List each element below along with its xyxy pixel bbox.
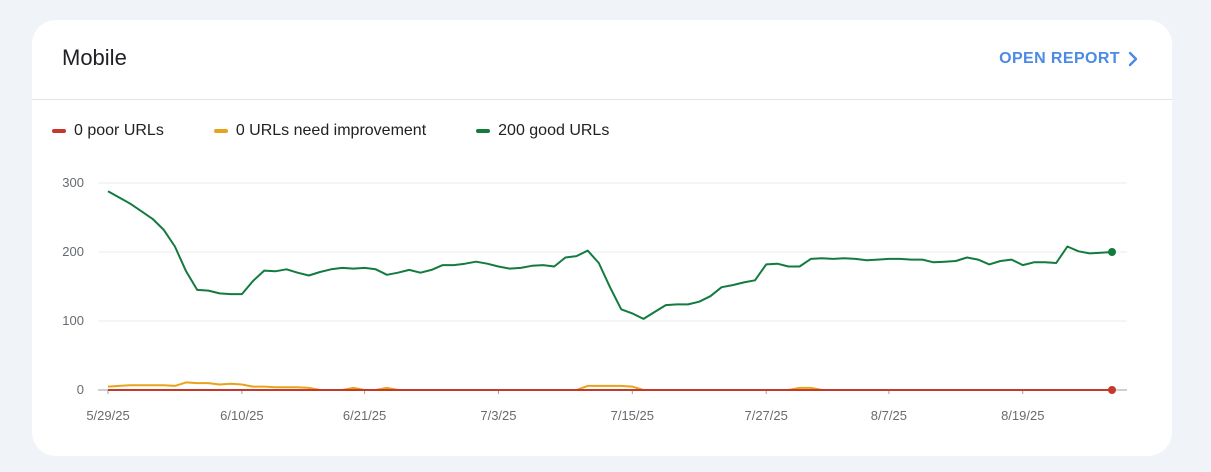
url-trend-chart: 0 100 200 300 5/29/25 6/10/25 6/21/25 7/3/25 7/1… [62, 175, 1127, 423]
legend-item-good[interactable]: 200 good URLs [476, 122, 609, 140]
legend-swatch-poor [52, 129, 66, 133]
legend-label-needs-improvement: 0 URLs need improvement [235, 122, 427, 139]
legend-swatch-good [476, 129, 491, 133]
open-report-button[interactable]: OPEN REPORT [999, 50, 1138, 68]
mobile-report-card: Mobile OPEN REPORT 0 poor URLs 0 URLs ne… [32, 20, 1172, 456]
legend-item-poor[interactable]: 0 poor URLs [52, 122, 164, 140]
legend-swatch-needs-improvement [213, 129, 228, 133]
x-tick-label: 6/21/25 [343, 408, 386, 423]
y-tick-label: 0 [77, 382, 84, 397]
legend-item-needs-improvement[interactable]: 0 URLs need improvement [213, 122, 427, 140]
x-tick-label: 5/29/25 [86, 408, 129, 423]
x-tick-label: 7/27/25 [744, 408, 787, 423]
series-end-point [1108, 386, 1116, 394]
chevron-right-icon [1128, 51, 1138, 67]
x-tick-label: 7/15/25 [611, 408, 654, 423]
series-line [107, 381, 1112, 391]
series-end-point [1108, 248, 1116, 256]
y-tick-label: 100 [62, 313, 84, 328]
y-tick-label: 300 [62, 175, 84, 190]
card-header: Mobile OPEN REPORT [32, 20, 1172, 100]
open-report-label: OPEN REPORT [999, 50, 1120, 67]
legend-label-good: 200 good URLs [498, 122, 610, 139]
x-tick-label: 8/7/25 [871, 408, 907, 423]
legend-label-poor: 0 poor URLs [74, 122, 164, 139]
chart-legend: 0 poor URLs 0 URLs need improvement 200 … [52, 120, 659, 142]
y-tick-label: 200 [62, 244, 84, 259]
x-tick-label: 7/3/25 [480, 408, 516, 423]
card-title: Mobile [62, 45, 127, 70]
x-tick-label: 6/10/25 [220, 408, 263, 423]
series-line [107, 190, 1113, 320]
x-tick-label: 8/19/25 [1001, 408, 1044, 423]
